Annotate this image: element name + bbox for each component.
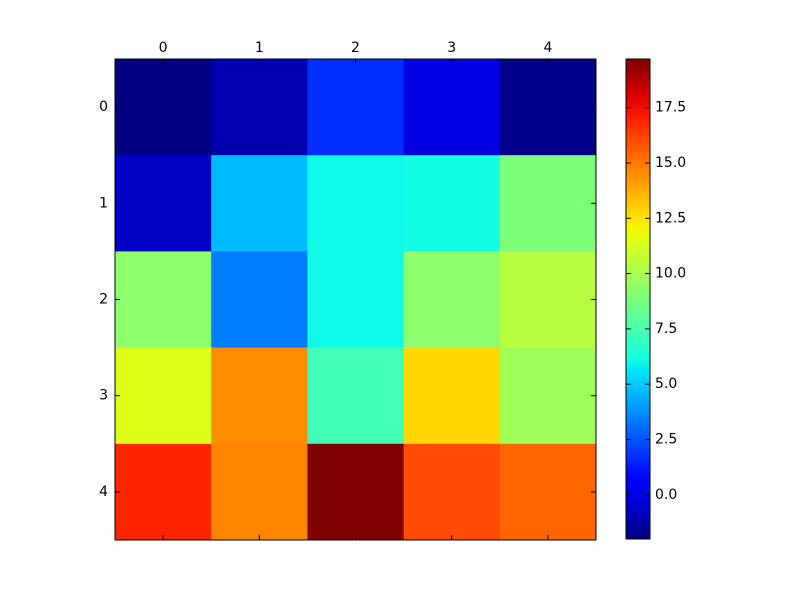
heatmap-cell [499,59,597,156]
colorbar-tick-label: 15.0 [655,155,686,171]
heatmap-cell [115,59,212,156]
colorbar-tick-label: 17.5 [655,100,686,116]
heatmap-cell [307,251,405,349]
colorbar-tick-label: 0.0 [655,487,677,503]
heatmap-cell [499,443,597,541]
heatmap-cell [211,59,308,156]
heatmap-cell [115,251,212,349]
heatmap-cell [499,155,597,252]
heatmap-cell [115,155,212,252]
heatmap-cell [211,443,308,541]
y-tick-label: 4 [99,484,108,500]
heatmap-cell [211,155,308,252]
heatmap-cell [403,251,501,349]
colorbar-tick-label: 7.5 [655,321,677,337]
heatmap-cell [307,59,405,156]
heatmap-cell [403,443,501,541]
colorbar-tick-label: 12.5 [655,210,686,226]
y-tick-label: 1 [99,195,108,211]
heatmap-cell [403,59,501,156]
heatmap-cell [115,347,212,445]
heatmap-cell [211,347,308,445]
heatmap-cell [307,443,405,541]
heatmap-cell [403,155,501,252]
colorbar-tick-label: 5.0 [655,376,677,392]
colorbar-tick-label: 10.0 [655,266,686,282]
colorbar-tick-label: 2.5 [655,431,677,447]
heatmap-cell [115,443,212,541]
heatmap-cell [499,251,597,349]
heatmap-cell [403,347,501,445]
heatmap-cell [211,251,308,349]
x-tick-label: 0 [159,40,168,56]
x-tick-label: 2 [351,40,360,56]
heatmap-cell [499,347,597,445]
x-tick-label: 4 [543,40,552,56]
y-tick-label: 0 [99,99,108,115]
colorbar [625,58,651,540]
x-tick-label: 1 [255,40,264,56]
heatmap-cell [307,347,405,445]
y-tick-label: 3 [99,388,108,404]
y-tick-label: 2 [99,292,108,308]
heatmap-cell [307,155,405,252]
x-tick-label: 3 [447,40,456,56]
